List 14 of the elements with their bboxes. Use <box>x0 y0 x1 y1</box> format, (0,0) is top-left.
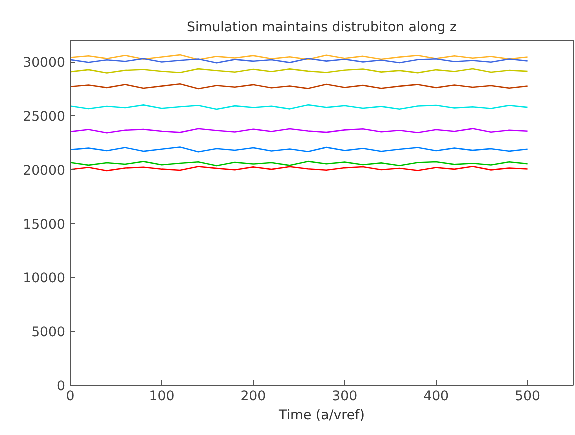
y-tick-label: 20000 <box>23 164 66 179</box>
x-tick-label: 500 <box>515 390 541 404</box>
y-tick-label: 25000 <box>23 110 66 125</box>
y-tick-label: 10000 <box>23 272 66 287</box>
y-tick-label: 30000 <box>23 56 66 72</box>
y-tick-label: 0 <box>57 380 66 394</box>
chart-title: Simulation maintains distrubiton along z <box>187 20 457 36</box>
x-tick-label: 200 <box>240 390 266 404</box>
y-tick-label: 15000 <box>23 218 66 233</box>
x-tick-label: 400 <box>424 390 450 404</box>
y-tick-label: 5000 <box>32 326 66 341</box>
x-tick-label: 300 <box>332 390 358 404</box>
x-tick-label: 100 <box>149 390 175 404</box>
x-axis-title: Time (a/vref) <box>278 408 365 424</box>
